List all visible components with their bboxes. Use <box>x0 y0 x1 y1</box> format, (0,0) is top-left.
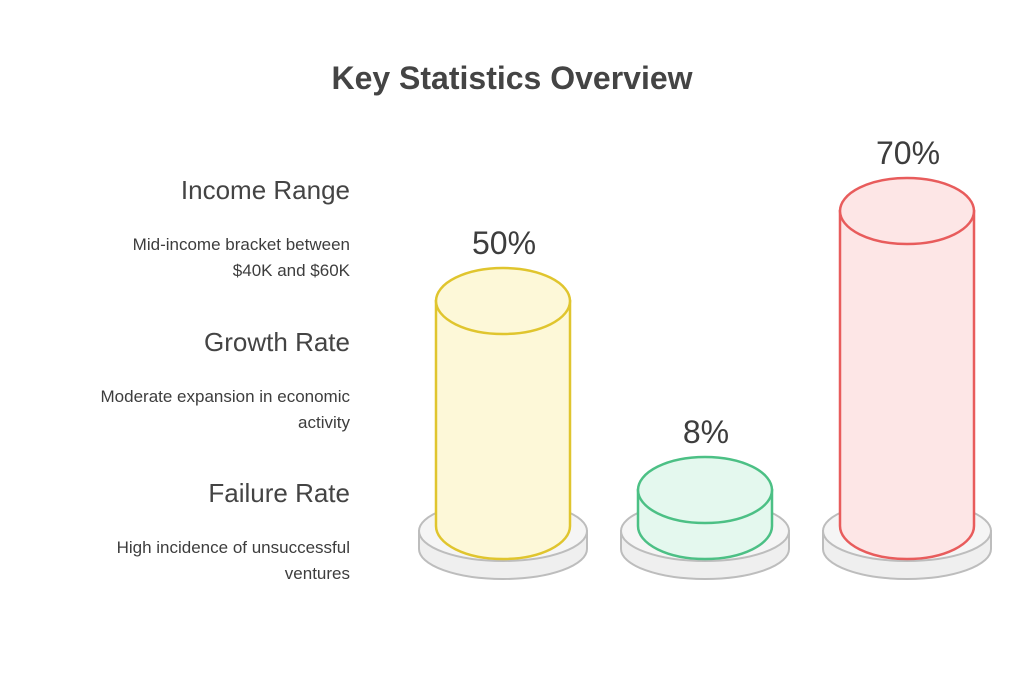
stat-failure-rate: Failure Rate High incidence of unsuccess… <box>20 471 350 587</box>
value-label-income-range: 50% <box>472 225 536 261</box>
value-label-failure-rate: 70% <box>876 135 940 171</box>
stat-growth-rate: Growth Rate Moderate expansion in econom… <box>20 320 350 436</box>
stat-title-growth-rate: Growth Rate <box>204 327 350 357</box>
bar-growth-rate: 8% <box>620 414 790 580</box>
stat-income-range: Income Range Mid-income bracket between … <box>20 168 350 284</box>
bar-income-range: 50% <box>418 225 588 580</box>
cylinder-body-income-range <box>434 299 572 561</box>
stat-title-income-range: Income Range <box>180 175 350 205</box>
stat-title-failure-rate: Failure Rate <box>208 478 350 508</box>
stat-desc-failure-rate-line1: High incidence of unsuccessful <box>116 538 350 557</box>
stat-desc-growth-rate-line1: Moderate expansion in economic <box>100 387 350 406</box>
cylinder-top-income-range <box>434 266 572 336</box>
stat-desc-income-range-line1: Mid-income bracket between <box>132 235 350 254</box>
stat-desc-failure-rate-line2: ventures <box>284 564 350 583</box>
cylinder-top-failure-rate <box>838 176 976 246</box>
stat-desc-income-range-line2: $40K and $60K <box>232 261 350 280</box>
bar-failure-rate: 70% <box>822 135 992 580</box>
stat-desc-growth-rate-line2: activity <box>298 413 350 432</box>
cylinder-body-failure-rate <box>838 209 976 561</box>
chart-title: Key Statistics Overview <box>331 60 693 96</box>
value-label-growth-rate: 8% <box>683 414 729 450</box>
cylinder-top-growth-rate <box>636 455 774 525</box>
